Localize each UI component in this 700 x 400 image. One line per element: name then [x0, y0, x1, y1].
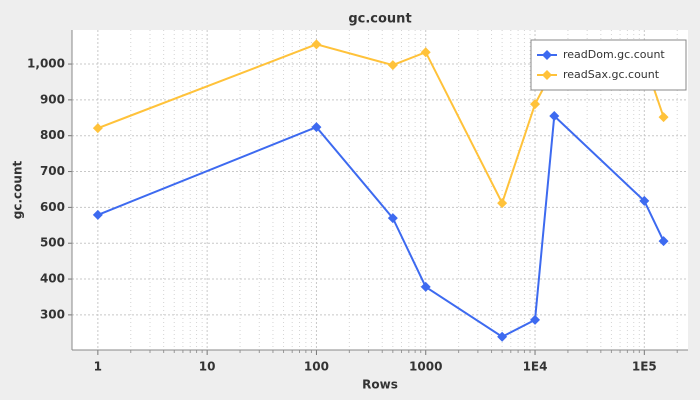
data-point: [549, 111, 560, 122]
y-tick-label: 900: [40, 92, 65, 106]
x-tick-label: 1E5: [632, 360, 657, 374]
x-tick-label: 1: [94, 360, 102, 374]
legend-label: readSax.gc.count: [563, 68, 660, 81]
y-tick-label: 1,000: [27, 57, 65, 71]
data-point: [311, 122, 322, 133]
legend-box: [530, 39, 687, 91]
data-point: [420, 47, 431, 58]
chart-title: gc.count: [348, 12, 411, 27]
y-tick-label: 700: [40, 164, 65, 178]
data-point: [658, 236, 669, 247]
data-point: [420, 281, 431, 292]
data-point: [387, 213, 398, 224]
x-tick-label: 100: [304, 360, 329, 374]
x-tick-label: 1E4: [523, 360, 548, 374]
y-tick-label: 500: [40, 236, 65, 250]
data-point: [530, 314, 541, 325]
data-point: [530, 99, 541, 110]
legend-marker: [542, 50, 552, 60]
y-tick-label: 600: [40, 200, 65, 214]
data-point: [311, 39, 322, 50]
data-point: [92, 209, 103, 220]
data-point: [92, 123, 103, 134]
x-axis-label: Rows: [362, 378, 398, 392]
y-tick-label: 800: [40, 128, 65, 142]
data-point: [387, 60, 398, 71]
data-point: [658, 112, 669, 123]
y-tick-label: 400: [40, 272, 65, 286]
legend-label: readDom.gc.count: [563, 48, 665, 61]
legend-marker: [542, 70, 552, 80]
y-axis-label: gc.count: [11, 161, 25, 220]
data-point: [639, 195, 650, 206]
y-tick-label: 300: [40, 307, 65, 321]
data-point: [497, 198, 508, 209]
data-point: [497, 331, 508, 342]
x-tick-label: 10: [199, 360, 216, 374]
x-tick-label: 1000: [409, 360, 442, 374]
